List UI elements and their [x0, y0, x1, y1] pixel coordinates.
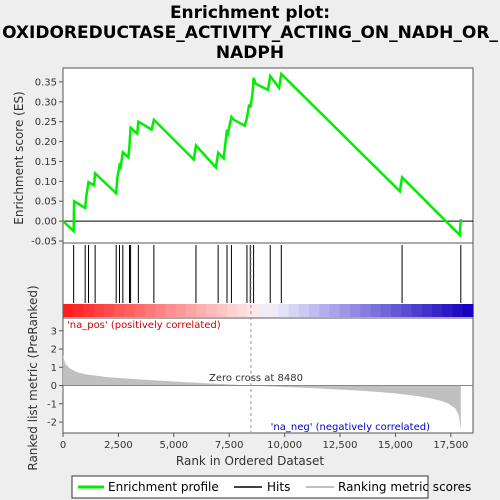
es-y-tick-label: 0.10: [35, 177, 57, 188]
es-y-tick-label: -0.05: [31, 237, 57, 248]
color-bar-segment: [63, 304, 74, 317]
color-bar-segment: [329, 304, 341, 317]
color-bar-segment: [350, 304, 361, 317]
es-y-axis-label: Enrichment score (ES): [12, 91, 26, 224]
color-bar-segment: [298, 304, 310, 317]
x-tick-label: 17,500: [433, 440, 468, 451]
metric-y-tick-label: -2: [47, 418, 57, 429]
enrichment-profile-line: [62, 71, 463, 238]
color-bar-segment: [268, 304, 279, 317]
metric-y-tick-label: -1: [47, 399, 57, 410]
legend-profile-label: Enrichment profile: [108, 480, 219, 494]
color-bar-segment: [155, 304, 167, 317]
color-bar-segment: [442, 304, 454, 317]
color-bar-segment: [165, 304, 177, 317]
ranking-metric-area: [63, 354, 461, 430]
legend-metric-label: Ranking metric scores: [338, 480, 471, 494]
color-bar-segment: [114, 304, 126, 317]
chart-title-line-3: NADPH: [216, 43, 284, 63]
color-bar-segment: [145, 304, 156, 317]
x-tick-label: 7,500: [215, 440, 244, 451]
color-bar-segment: [124, 304, 136, 317]
hits-panel: [62, 242, 474, 319]
color-bar-segment: [319, 304, 331, 317]
x-tick-label: 5,000: [159, 440, 188, 451]
color-bar-segment: [206, 304, 218, 317]
es-y-tick-label: 0.35: [35, 77, 57, 88]
color-bar-segment: [83, 304, 95, 317]
zero-cross-label: Zero cross at 8480: [209, 373, 303, 384]
color-bar-segment: [401, 304, 413, 317]
color-bar-segment: [360, 304, 372, 317]
color-bar-segment: [73, 304, 85, 317]
chart-title-line-1: Enrichment plot:: [170, 3, 330, 23]
es-y-tick-label: 0.15: [35, 157, 57, 168]
color-bar-segment: [380, 304, 392, 317]
color-bar-segment: [462, 304, 474, 317]
es-y-tick-label: 0.25: [35, 117, 57, 128]
color-bar-segment: [370, 304, 382, 317]
x-tick-label: 10,000: [267, 440, 302, 451]
color-bar-segment: [432, 304, 443, 317]
color-bar-segment: [227, 304, 238, 317]
color-bar-segment: [175, 304, 187, 317]
es-y-tick-label: 0.20: [35, 137, 57, 148]
x-axis-label: Rank in Ordered Dataset: [176, 454, 324, 468]
color-bar-segment: [452, 304, 464, 317]
enrichment-score-panel: -0.05 0.00 0.05 0.10 0.15 0.20 0.25 0.30 0.35: [31, 67, 474, 248]
legend-hits-label: Hits: [267, 480, 290, 494]
color-bar-segment: [257, 304, 269, 317]
color-bar-segment: [186, 304, 197, 317]
color-bar-segment: [421, 304, 433, 317]
metric-y-tick-label: 2: [51, 345, 57, 356]
ranking-color-bar: [63, 304, 474, 317]
legend: Enrichment profile Hits Ranking metric s…: [71, 475, 471, 499]
metric-y-tick-label: 3: [51, 326, 57, 337]
es-plot-area: [62, 67, 474, 244]
metric-y-tick-label: 0: [51, 381, 57, 392]
es-y-tick-label: 0.00: [35, 217, 57, 228]
color-bar-segment: [309, 304, 320, 317]
color-bar-segment: [104, 304, 115, 317]
color-bar-segment: [391, 304, 402, 317]
color-bar-segment: [288, 304, 300, 317]
color-bar-segment: [237, 304, 249, 317]
x-tick-label: 0: [60, 440, 66, 451]
color-bar-segment: [93, 304, 105, 317]
metric-y-tick-label: 1: [51, 363, 57, 374]
color-bar-segment: [247, 304, 259, 317]
es-y-tick-label: 0.05: [35, 197, 57, 208]
color-bar-segment: [278, 304, 290, 317]
color-bar-segment: [339, 304, 351, 317]
es-y-tick-label: 0.30: [35, 97, 57, 108]
color-bar-segment: [134, 304, 146, 317]
chart-title-line-2: OXIDOREDUCTASE_ACTIVITY_ACTING_ON_NADH_O…: [2, 23, 498, 43]
positive-correlation-label: 'na_pos' (positively correlated): [67, 320, 221, 331]
x-tick-label: 15,000: [378, 440, 413, 451]
ranked-metric-panel: -2 -1 0 1 2 3 0 2,500 5,000 7,500 10,000 12,500 15,…: [47, 245, 474, 451]
color-bar-segment: [411, 304, 423, 317]
metric-y-axis-label: Ranked list metric (PreRanked): [26, 285, 40, 470]
color-bar-segment: [216, 304, 228, 317]
x-tick-label: 2,500: [104, 440, 133, 451]
negative-correlation-label: 'na_neg' (negatively correlated): [271, 422, 430, 433]
x-tick-label: 12,500: [323, 440, 358, 451]
color-bar-segment: [196, 304, 208, 317]
